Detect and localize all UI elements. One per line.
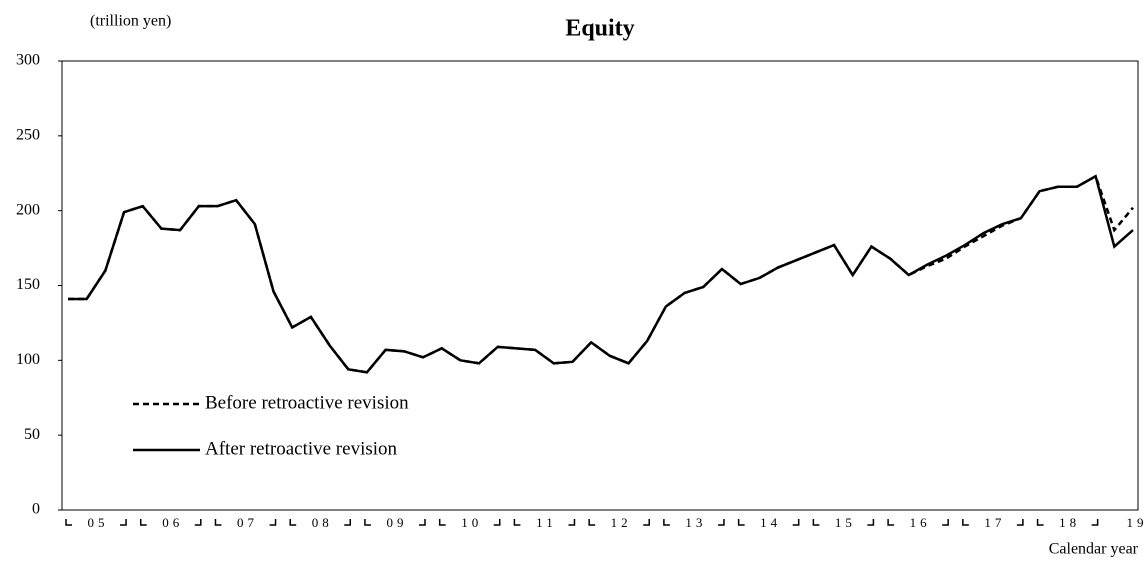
x-tick-label: 19 bbox=[1127, 515, 1143, 530]
y-tick-label: 0 bbox=[32, 501, 40, 518]
year-bracket bbox=[663, 519, 725, 526]
y-tick-label: 300 bbox=[16, 52, 40, 69]
x-tick-label: 07 bbox=[237, 515, 258, 530]
x-tick-label: 15 bbox=[835, 515, 856, 530]
year-bracket bbox=[887, 519, 949, 526]
y-tick-label: 50 bbox=[24, 426, 40, 443]
x-tick-label: 16 bbox=[910, 515, 931, 530]
line-series bbox=[68, 174, 1134, 374]
y-tick-label: 200 bbox=[16, 201, 40, 218]
year-bracket bbox=[289, 519, 352, 526]
line-series bbox=[68, 174, 1134, 374]
year-bracket bbox=[65, 519, 127, 526]
year-bracket bbox=[962, 519, 1024, 526]
legend-label: Before retroactive revision bbox=[205, 392, 409, 413]
year-bracket bbox=[364, 519, 426, 526]
x-tick-label: 14 bbox=[760, 515, 781, 530]
year-bracket bbox=[438, 519, 501, 526]
x-tick-label: 10 bbox=[461, 515, 482, 530]
year-bracket bbox=[139, 519, 202, 526]
x-tick-label: 05 bbox=[88, 515, 109, 530]
year-bracket bbox=[812, 519, 875, 526]
year-bracket bbox=[214, 519, 277, 526]
x-tick-label: 06 bbox=[162, 515, 183, 530]
x-tick-label: 12 bbox=[611, 515, 632, 530]
year-bracket bbox=[513, 519, 576, 526]
year-bracket bbox=[1036, 519, 1099, 526]
year-bracket bbox=[737, 519, 800, 526]
x-tick-label: 17 bbox=[984, 515, 1005, 530]
legend-label: After retroactive revision bbox=[205, 438, 398, 459]
year-bracket bbox=[588, 519, 650, 526]
y-tick-label: 250 bbox=[16, 127, 40, 144]
x-tick-label: 09 bbox=[386, 515, 407, 530]
y-tick-label: 100 bbox=[16, 351, 40, 368]
chart-title: Equity bbox=[565, 16, 634, 42]
x-tick-label: 13 bbox=[685, 515, 706, 530]
x-tick-label: 08 bbox=[312, 515, 333, 530]
x-tick-label: 11 bbox=[536, 515, 557, 530]
x-axis-label: Calendar year bbox=[1049, 541, 1139, 558]
y-axis-label: (trillion yen) bbox=[90, 13, 171, 30]
x-tick-label: 18 bbox=[1059, 515, 1080, 530]
y-tick-label: 150 bbox=[16, 276, 40, 293]
